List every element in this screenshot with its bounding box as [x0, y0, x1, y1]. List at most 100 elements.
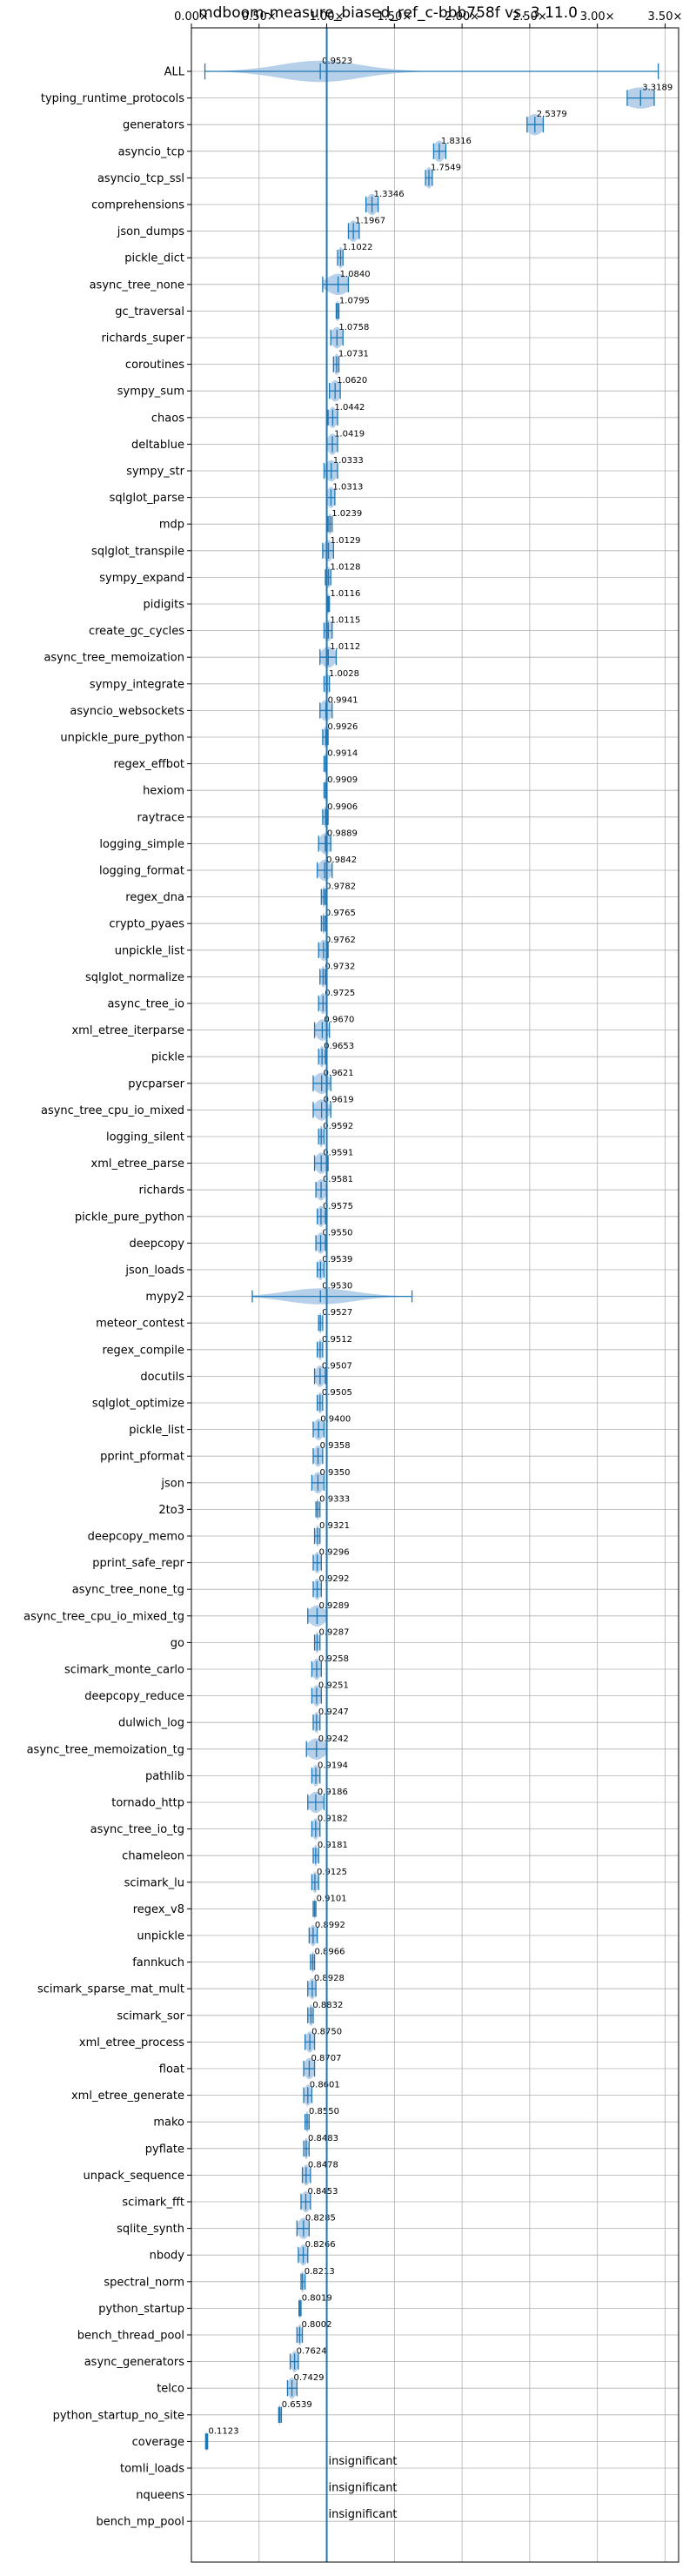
row-label: asyncio_websockets — [70, 705, 184, 718]
value-label: 0.9765 — [325, 909, 356, 918]
row-label: xml_etree_parse — [91, 1157, 184, 1171]
row-label: dulwich_log — [118, 1717, 184, 1730]
row-label: meteor_contest — [96, 1318, 184, 1331]
row-label: json_loads — [124, 1265, 184, 1278]
chart-marks: 0.9523 3.3189 2.5379 1.8316 1.7549 1.3346 1.19… — [204, 28, 673, 2562]
value-label: 0.9539 — [322, 1255, 352, 1265]
row-label: coroutines — [125, 359, 184, 372]
value-label: 0.9906 — [327, 802, 358, 812]
x-tick-label: 3.00× — [580, 10, 615, 23]
value-label: 1.1022 — [342, 243, 372, 252]
row-label: scimark_lu — [124, 1876, 184, 1889]
row-label: go — [171, 1637, 184, 1650]
value-label: 0.9350 — [319, 1468, 350, 1478]
value-label: 0.9251 — [318, 1681, 349, 1691]
row-label: sqlglot_parse — [110, 492, 184, 505]
row-label: nqueens — [136, 2489, 184, 2502]
value-label: 1.0620 — [337, 376, 367, 386]
value-label: 0.9321 — [319, 1521, 350, 1531]
plot-frame — [191, 27, 679, 2563]
row-label: spectral_norm — [104, 2276, 184, 2289]
value-label: 0.9182 — [318, 1815, 348, 1824]
row-label: logging_format — [99, 865, 184, 878]
insignificant-label: insignificant — [329, 2455, 398, 2468]
row-label: telco — [157, 2383, 184, 2396]
row-label: xml_etree_generate — [71, 2090, 184, 2103]
value-label: 0.8285 — [305, 2214, 336, 2224]
row-label: unpickle — [137, 1930, 184, 1943]
row-label: async_tree_io — [107, 998, 184, 1011]
row-label: deepcopy_reduce — [84, 1690, 184, 1703]
value-label: 0.9242 — [318, 1734, 349, 1744]
value-label: 0.9101 — [317, 1894, 347, 1903]
value-label: 0.9258 — [318, 1654, 349, 1664]
x-tick-label: 1.50× — [377, 10, 412, 23]
row-label: sqlglot_optimize — [92, 1398, 184, 1411]
value-label: 0.9512 — [322, 1335, 352, 1345]
value-label: 1.0419 — [334, 429, 365, 439]
row-label: richards_super — [101, 332, 184, 345]
value-label: 0.8928 — [314, 1974, 345, 1983]
value-label: 1.0731 — [338, 350, 369, 359]
value-label: 0.9941 — [328, 695, 358, 705]
row-label: pidigits — [144, 599, 185, 612]
row-label: pprint_safe_repr — [92, 1557, 184, 1570]
row-label: richards — [139, 1184, 185, 1197]
row-label: xml_etree_process — [79, 2036, 184, 2049]
value-label: 0.9732 — [325, 962, 355, 971]
value-label: 0.6539 — [282, 2400, 312, 2410]
row-label: sympy_expand — [99, 572, 184, 585]
row-label: pickle_pure_python — [75, 1211, 184, 1224]
value-label: 0.9333 — [319, 1494, 350, 1504]
row-label: pyflate — [145, 2143, 184, 2156]
row-label: gc_traversal — [115, 305, 184, 319]
value-label: 0.8832 — [312, 2001, 343, 2010]
value-label: 3.3189 — [642, 84, 673, 93]
value-label: 0.9247 — [318, 1707, 349, 1717]
row-label: sympy_sum — [117, 386, 184, 399]
row-label: hexiom — [143, 785, 184, 798]
value-label: 1.3346 — [374, 190, 405, 199]
row-label: logging_silent — [106, 1131, 184, 1144]
value-label: 0.9889 — [327, 828, 358, 838]
value-label: 0.9125 — [317, 1868, 347, 1877]
value-label: 0.8266 — [305, 2240, 336, 2250]
value-label: 0.9292 — [319, 1574, 350, 1584]
value-label: 0.9592 — [323, 1122, 353, 1131]
row-label: regex_compile — [102, 1344, 184, 1357]
row-label: chameleon — [122, 1850, 184, 1863]
value-label: 0.9914 — [327, 749, 358, 759]
value-label: 0.8478 — [308, 2160, 338, 2170]
value-label: 1.0333 — [333, 456, 364, 466]
value-label: 0.9296 — [319, 1548, 350, 1558]
row-label: scimark_sor — [117, 2009, 184, 2023]
row-label: regex_effbot — [113, 758, 184, 771]
value-label: 0.9287 — [318, 1627, 349, 1637]
row-label: unpickle_pure_python — [60, 732, 184, 745]
value-label: 0.9507 — [322, 1361, 352, 1371]
value-label: 0.8002 — [301, 2320, 331, 2330]
value-label: 1.0129 — [331, 536, 361, 546]
value-label: 0.8550 — [309, 2107, 339, 2116]
value-label: 0.8992 — [315, 1921, 345, 1930]
row-label: pprint_pformat — [100, 1451, 184, 1464]
row-label: scimark_monte_carlo — [64, 1664, 184, 1677]
row-label: xml_etree_iterparse — [71, 1024, 184, 1037]
row-label: asyncio_tcp — [118, 145, 184, 158]
value-label: 1.0313 — [332, 483, 363, 493]
row-label: pickle_list — [129, 1424, 184, 1437]
row-label: crypto_pyaes — [109, 918, 184, 931]
chart-title: mdboom-measure_biased_ref_c-bbb758f vs. … — [198, 4, 578, 22]
value-label: 0.9181 — [318, 1841, 348, 1850]
row-label: deepcopy — [129, 1238, 184, 1251]
row-label: async_tree_cpu_io_mixed_tg — [23, 1610, 184, 1623]
value-label: 0.8483 — [308, 2134, 338, 2143]
x-tick-label: 1.00× — [310, 10, 345, 23]
value-label: 1.0758 — [338, 323, 369, 332]
value-label: 1.0115 — [330, 616, 360, 626]
x-tick-label: 2.00× — [445, 10, 479, 23]
row-label: sympy_str — [126, 466, 184, 479]
row-label: scimark_fft — [122, 2197, 184, 2210]
row-label: ALL — [164, 66, 185, 79]
row-label: sympy_integrate — [90, 678, 184, 691]
